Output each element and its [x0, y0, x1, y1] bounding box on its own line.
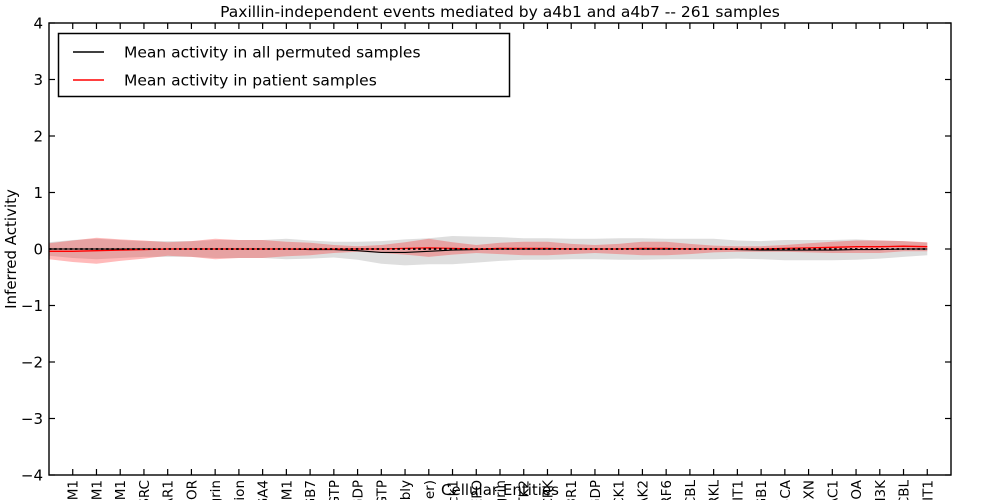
bands-layer: [49, 236, 928, 266]
x-tick-label: PTK2: [517, 480, 533, 500]
x-tick-label: ITGA4: [256, 480, 272, 500]
y-tick-label: 2: [33, 128, 43, 146]
x-tick-label: mol:GTP: [327, 480, 343, 500]
x-tick-label: EPO: [469, 480, 485, 500]
x-tick-label: ARF6: [659, 480, 675, 500]
y-tick-label: −2: [21, 354, 43, 372]
tick-labels-layer: 4 3 2 1 0 −1 −2 −3 −4 VCAM1 alpha4/beta1 Integrin/…: [21, 15, 936, 500]
x-tick-label: MADCAM1: [113, 480, 129, 500]
x-tick-label: alpha4/beta7 Integrin/MAdCAM1: [279, 480, 295, 500]
legend-label-permuted: Mean activity in all permuted samples: [124, 44, 421, 62]
y-axis-title: Inferred Activity: [2, 189, 20, 309]
x-tick-label: alpha4/beta1 Integrin: [493, 480, 509, 500]
x-tick-label: PIK3R1: [564, 480, 580, 500]
permuted-std-band: [49, 236, 928, 266]
x-tick-label: alpha4/beta7 Integrin: [208, 480, 224, 500]
x-tick-label: CBL: [683, 480, 699, 500]
x-tick-label: PIK3CA: [778, 479, 794, 500]
y-tick-label: 1: [33, 184, 43, 202]
x-tick-label: mol:GDP: [351, 480, 367, 500]
x-tick-label: SRC: [137, 480, 153, 500]
x-tick-label: p130Cas/Crk/Dock1: [446, 480, 462, 500]
plot-frame: [48, 22, 952, 476]
x-tick-label: EPOR: [184, 480, 200, 500]
y-tick-label: −3: [21, 410, 43, 428]
x-tick-label: VCAM1: [66, 480, 82, 500]
legend-frame: [57, 32, 511, 98]
x-tick-label: ITGB1: [754, 480, 770, 500]
x-tick-label: BCAR1: [161, 480, 177, 500]
x-tick-label: CRKL/CBL: [897, 480, 913, 500]
x-tick-label: Rac1/GDP: [588, 480, 604, 500]
chart-title: Paxillin-independent events mediated by …: [220, 3, 780, 21]
x-axis-title: Cellular Entities: [441, 481, 559, 499]
x-tick-label: PXN: [802, 480, 818, 500]
legend: Mean activity in all permuted samples Me…: [57, 32, 511, 98]
x-tick-label: alpha4/beta1 Integrin/VCAM1: [90, 480, 106, 500]
x-tick-label: GIT1: [730, 480, 746, 500]
y-tick-label: −4: [21, 467, 43, 485]
y-tick-label: 0: [33, 241, 43, 259]
y-tick-label: −1: [21, 297, 43, 315]
x-tick-label: lamellipodium assembly: [398, 480, 414, 500]
patient-std-band: [49, 237, 928, 264]
x-tick-label: CRK: [541, 479, 557, 500]
y-tick-label: 3: [33, 71, 43, 89]
y-tick-label: 4: [33, 15, 43, 33]
x-tick-label: RAC1: [825, 480, 841, 500]
x-tick-label: cell adhesion: [232, 480, 248, 500]
x-tick-label: JAK2: [635, 480, 651, 500]
x-tick-label: DOCK1: [612, 480, 628, 500]
x-tick-label: Rac1/GTP: [374, 480, 390, 500]
legend-label-patient: Mean activity in patient samples: [124, 72, 377, 90]
x-tick-label: RHOA: [849, 479, 865, 500]
x-tick-label: alpha4/beta1 Integrin/Paxillin/GIT1: [920, 480, 936, 500]
lines-layer: [49, 245, 928, 253]
x-tick-label: EPO/EPOR (dimer): [422, 480, 438, 500]
x-tick-label: ITGB7: [303, 480, 319, 500]
x-tick-label: CRKL: [707, 480, 723, 500]
x-tick-label: PI3K: [873, 479, 889, 500]
